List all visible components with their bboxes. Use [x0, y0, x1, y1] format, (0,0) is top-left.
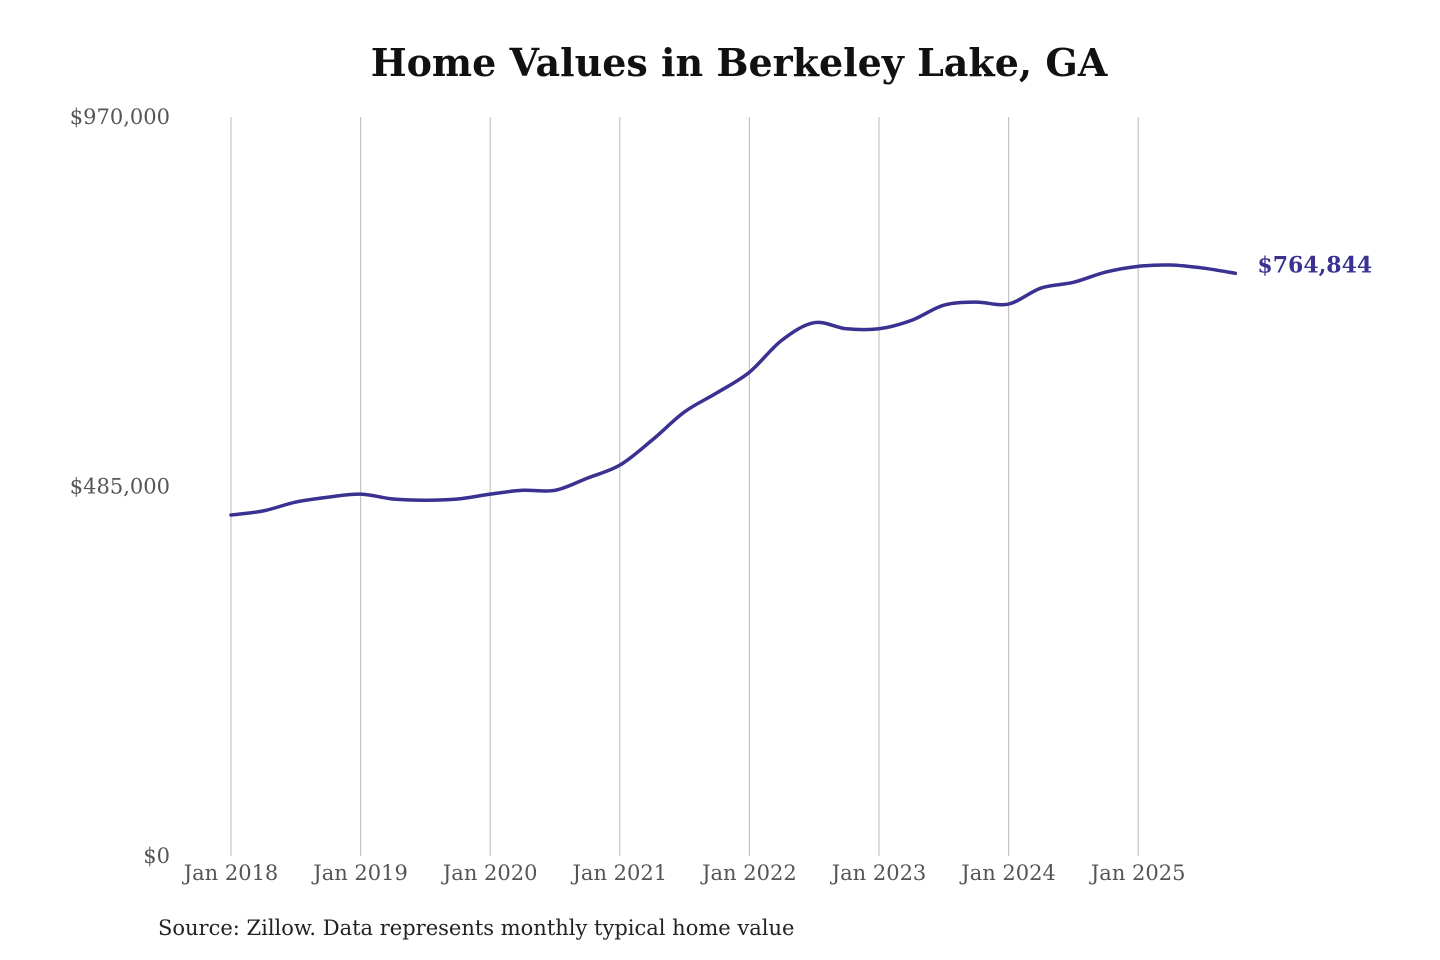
y-tick-label: $485,000 [70, 475, 170, 499]
y-tick-label: $970,000 [70, 105, 170, 129]
x-tick-label: Jan 2025 [1089, 861, 1186, 885]
x-tick-label: Jan 2018 [182, 861, 279, 885]
x-tick-label: Jan 2024 [959, 861, 1056, 885]
x-tick-label: Jan 2023 [830, 861, 927, 885]
x-tick-label: Jan 2022 [700, 861, 797, 885]
source-note: Source: Zillow. Data represents monthly … [158, 916, 795, 940]
x-tick-label: Jan 2020 [441, 861, 538, 885]
series-line [229, 263, 1238, 517]
end-value-label: $764,844 [1257, 252, 1372, 278]
x-tick-label: Jan 2021 [571, 861, 668, 885]
x-tick-label: Jan 2019 [311, 861, 408, 885]
chart-title: Home Values in Berkeley Lake, GA [370, 40, 1108, 85]
y-tick-label: $0 [143, 844, 170, 868]
